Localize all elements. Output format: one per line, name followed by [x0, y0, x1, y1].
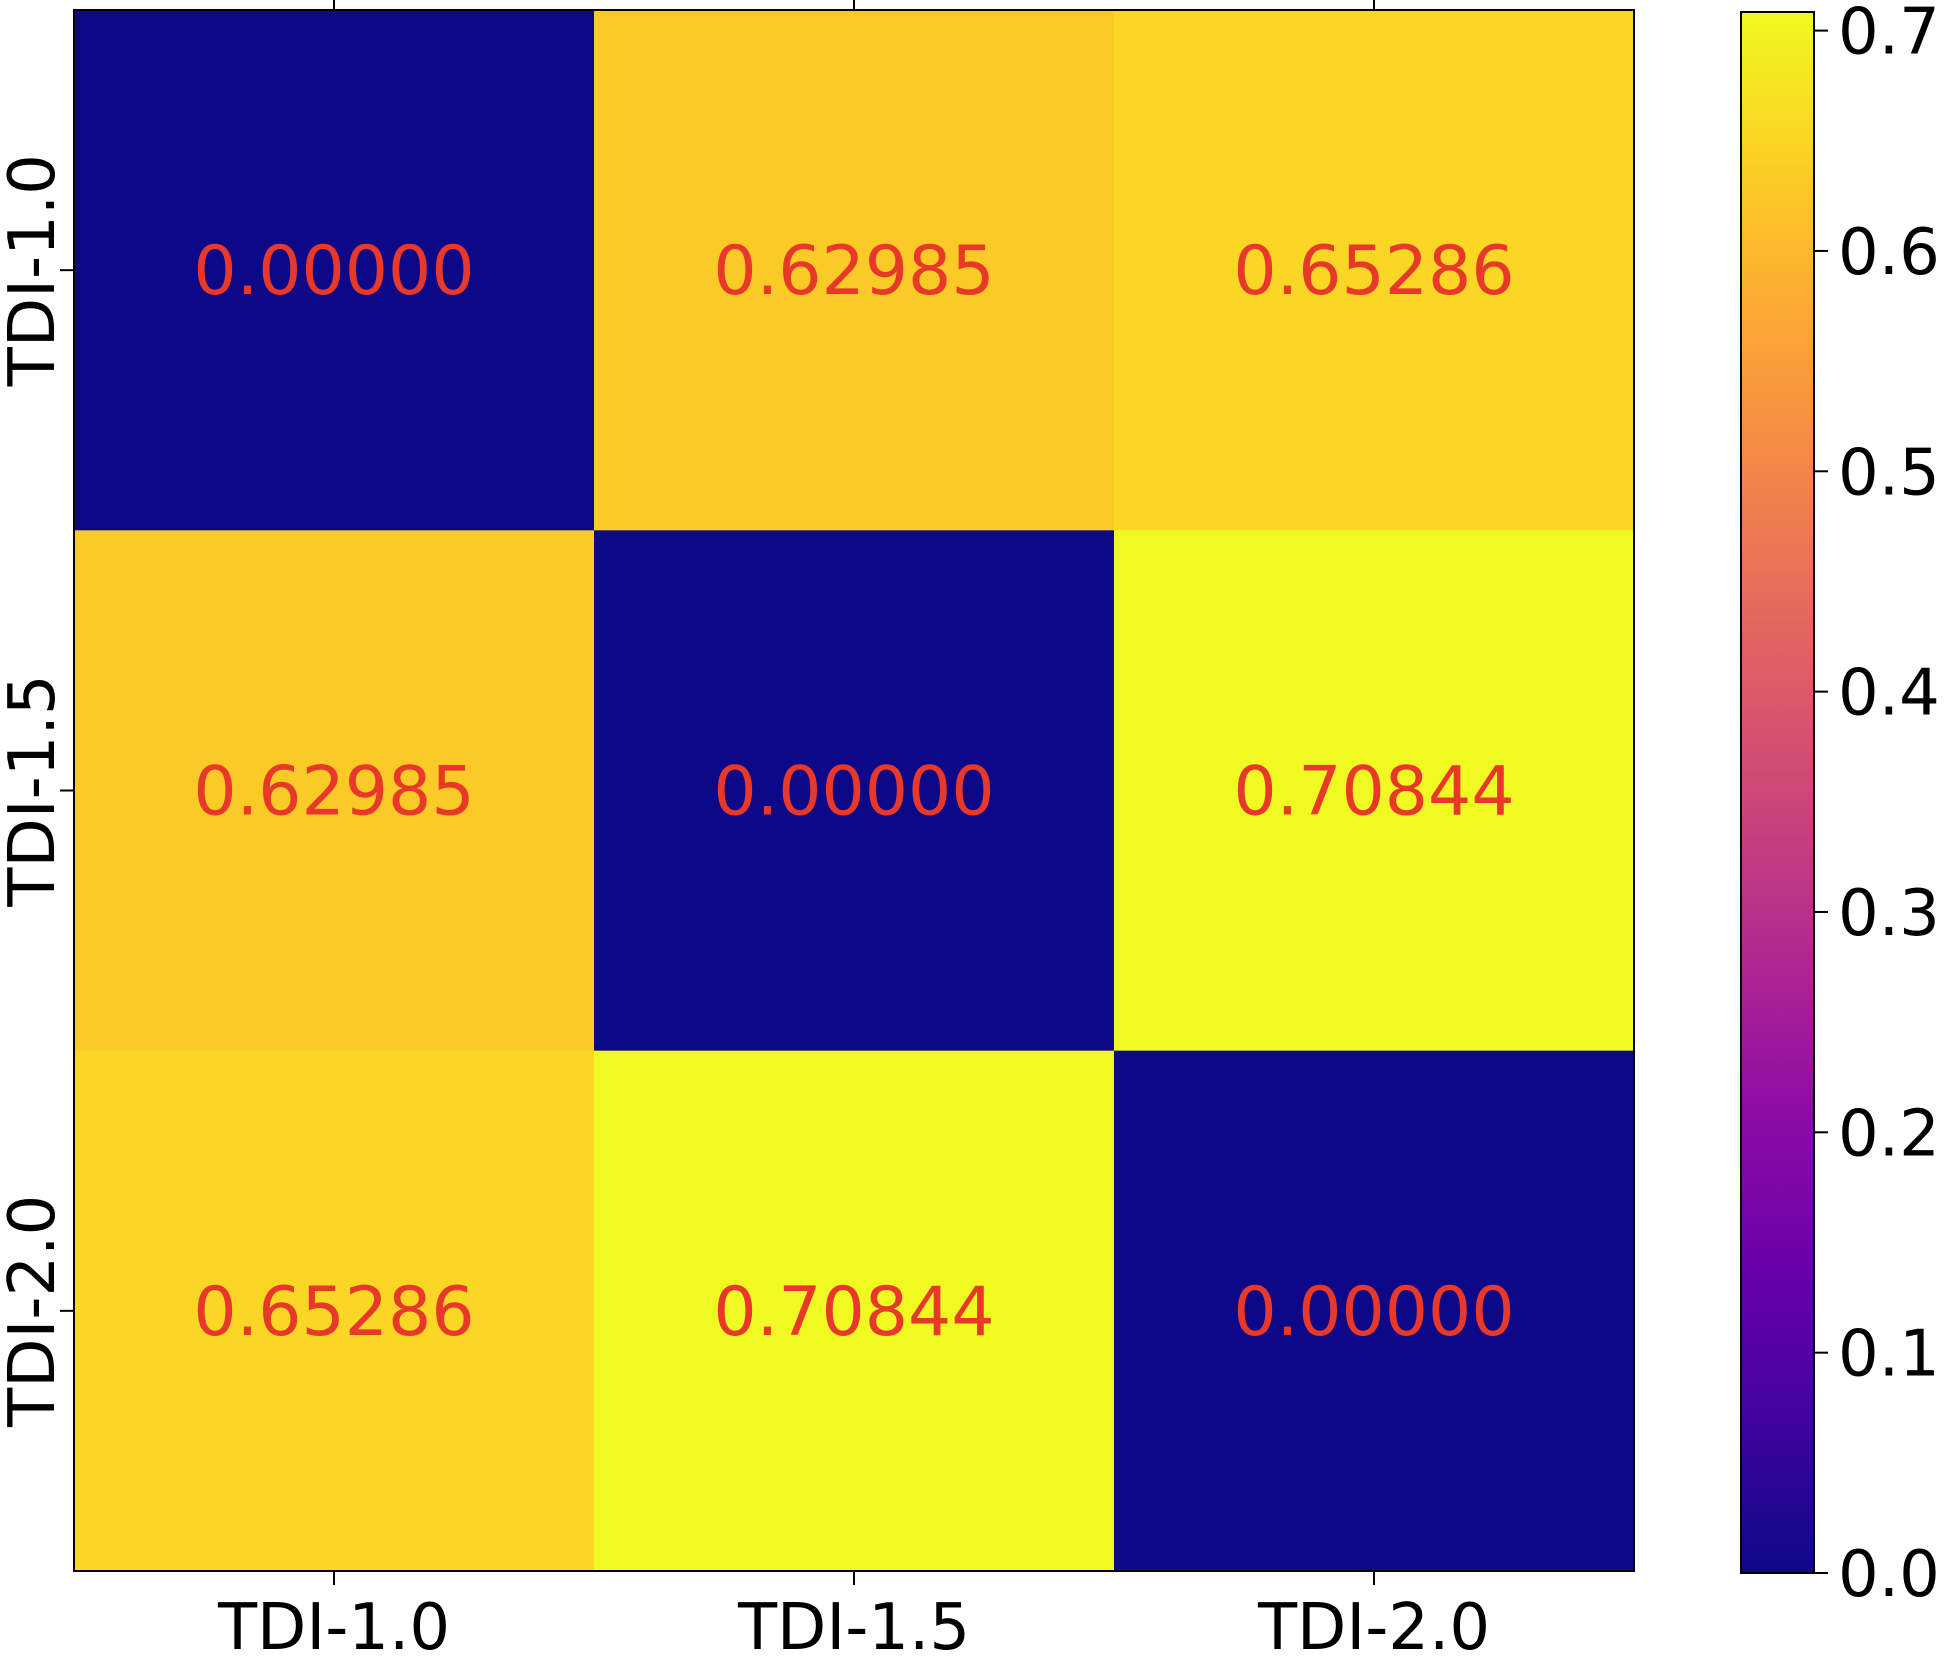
heatmap-cell	[594, 530, 1115, 1052]
heatmap-cell	[74, 10, 595, 531]
colorbar-tick-label: 0.3	[1838, 877, 1940, 951]
colorbar-tick-label: 0.5	[1838, 436, 1940, 510]
colorbar-tick-label: 0.1	[1838, 1318, 1940, 1392]
heatmap-cell	[1114, 10, 1635, 531]
x-tick-label: TDI-2.0	[1257, 1591, 1490, 1656]
y-tick-label: TDI-1.5	[0, 674, 70, 907]
cell-value-label: 0.62985	[713, 232, 994, 311]
heatmap-cell	[1114, 530, 1635, 1052]
colorbar-tick-label: 0.4	[1838, 657, 1940, 731]
cell-value-label: 0.70844	[1233, 753, 1514, 832]
x-tick-label: TDI-1.0	[217, 1591, 450, 1656]
cell-value-label: 0.70844	[713, 1273, 994, 1352]
y-axis: TDI-1.0 TDI-1.5 TDI-2.0	[0, 154, 74, 1428]
colorbar-axis: 0.0 0.1 0.2 0.3 0.4 0.5 0.6 0.7	[1814, 0, 1940, 1612]
colorbar-tick-label: 0.6	[1838, 216, 1940, 290]
heatmap-cell	[74, 1050, 595, 1572]
heatmap-cell	[594, 10, 1115, 531]
cell-value-label: 0.00000	[193, 232, 474, 311]
heatmap-cell	[594, 1050, 1115, 1572]
heatmap-cell	[74, 530, 595, 1052]
y-tick-label: TDI-2.0	[0, 1195, 70, 1428]
colorbar-tick-label: 0.7	[1838, 0, 1940, 70]
cell-value-label: 0.65286	[1233, 232, 1514, 311]
colorbar-tick-label: 0.0	[1838, 1538, 1940, 1612]
cell-value-label: 0.62985	[193, 753, 474, 832]
colorbar-tick-label: 0.2	[1838, 1097, 1940, 1171]
y-tick-label: TDI-1.0	[0, 154, 70, 387]
x-axis: TDI-1.0 TDI-1.5 TDI-2.0	[217, 0, 1490, 1656]
heatmap-cells: 0.00000 0.62985 0.65286 0.62985 0.00000 0.708…	[74, 10, 1635, 1572]
cell-value-label: 0.00000	[713, 753, 994, 832]
cell-value-label: 0.00000	[1233, 1273, 1514, 1352]
heatmap-cell	[1114, 1050, 1635, 1572]
x-tick-label: TDI-1.5	[737, 1591, 970, 1656]
cell-value-label: 0.65286	[193, 1273, 474, 1352]
colorbar	[1740, 11, 1815, 1574]
